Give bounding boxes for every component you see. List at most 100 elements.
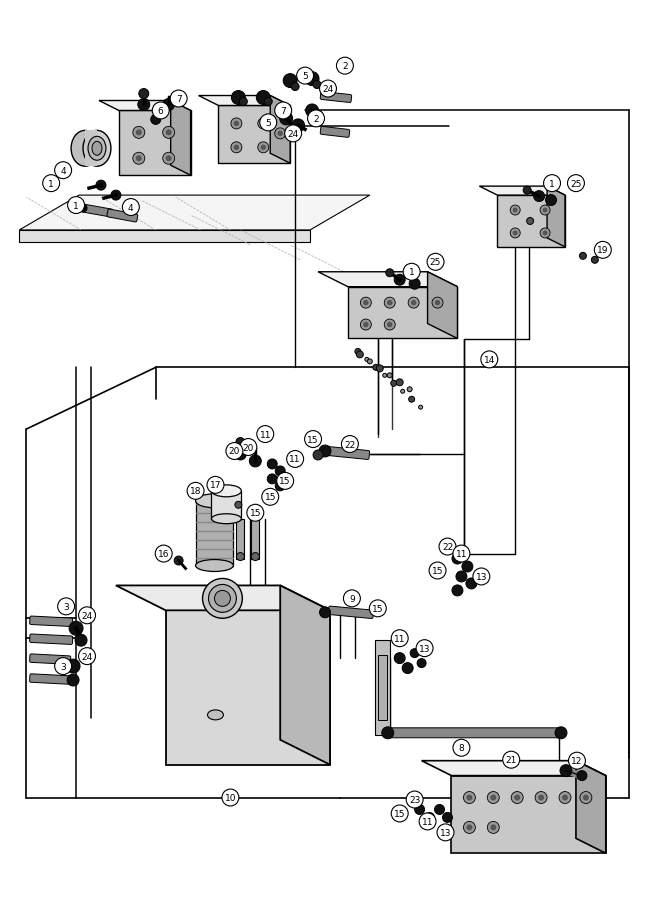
Circle shape xyxy=(408,298,419,309)
Circle shape xyxy=(54,163,71,180)
Circle shape xyxy=(456,572,467,582)
Text: 2: 2 xyxy=(313,115,319,124)
Circle shape xyxy=(434,805,445,815)
Circle shape xyxy=(261,145,266,151)
Circle shape xyxy=(166,156,172,162)
Circle shape xyxy=(360,320,371,330)
Circle shape xyxy=(367,359,372,365)
FancyBboxPatch shape xyxy=(328,607,373,619)
Circle shape xyxy=(226,443,243,460)
Circle shape xyxy=(58,598,75,615)
Circle shape xyxy=(305,72,319,87)
Circle shape xyxy=(313,81,321,89)
Circle shape xyxy=(513,209,517,213)
Circle shape xyxy=(534,191,544,202)
Circle shape xyxy=(166,130,172,136)
Circle shape xyxy=(580,792,592,804)
Circle shape xyxy=(560,765,572,777)
Circle shape xyxy=(365,358,369,362)
Circle shape xyxy=(473,568,490,585)
Circle shape xyxy=(278,132,283,137)
Text: 22: 22 xyxy=(345,440,356,449)
Circle shape xyxy=(487,792,499,804)
Circle shape xyxy=(594,242,611,259)
Text: 6: 6 xyxy=(158,107,164,116)
FancyBboxPatch shape xyxy=(29,634,73,645)
Polygon shape xyxy=(119,111,191,176)
Circle shape xyxy=(122,200,140,216)
Circle shape xyxy=(297,68,314,85)
Circle shape xyxy=(111,191,121,200)
FancyBboxPatch shape xyxy=(326,447,369,460)
Text: 10: 10 xyxy=(225,793,236,802)
Circle shape xyxy=(285,126,301,143)
Circle shape xyxy=(577,771,587,781)
Circle shape xyxy=(207,477,224,494)
Text: 24: 24 xyxy=(81,652,92,661)
Circle shape xyxy=(257,426,274,443)
Circle shape xyxy=(240,439,257,456)
Circle shape xyxy=(261,122,266,127)
Ellipse shape xyxy=(196,494,233,508)
Text: 5: 5 xyxy=(302,72,308,81)
Circle shape xyxy=(341,436,358,453)
Circle shape xyxy=(136,130,141,136)
Polygon shape xyxy=(479,187,565,196)
Ellipse shape xyxy=(196,560,233,572)
Circle shape xyxy=(305,431,322,448)
Circle shape xyxy=(376,366,383,372)
Circle shape xyxy=(79,205,87,213)
Ellipse shape xyxy=(212,485,241,498)
Polygon shape xyxy=(271,97,290,164)
Circle shape xyxy=(267,474,277,484)
Circle shape xyxy=(391,630,408,647)
Text: 24: 24 xyxy=(288,130,299,139)
Circle shape xyxy=(452,585,463,596)
Polygon shape xyxy=(219,107,290,164)
Ellipse shape xyxy=(212,514,241,524)
Text: 15: 15 xyxy=(280,477,291,486)
Circle shape xyxy=(275,481,285,491)
Text: 5: 5 xyxy=(265,119,271,127)
Circle shape xyxy=(236,553,244,561)
Polygon shape xyxy=(252,519,259,559)
Circle shape xyxy=(567,175,584,192)
Circle shape xyxy=(258,143,269,154)
Circle shape xyxy=(234,122,239,127)
Circle shape xyxy=(513,231,517,237)
Circle shape xyxy=(544,175,561,192)
Text: 11: 11 xyxy=(259,430,271,439)
Text: 25: 25 xyxy=(430,258,441,267)
Polygon shape xyxy=(116,586,330,610)
Text: 1: 1 xyxy=(73,201,79,210)
Polygon shape xyxy=(198,97,290,107)
Circle shape xyxy=(280,113,293,126)
Circle shape xyxy=(555,727,567,739)
Polygon shape xyxy=(451,776,606,853)
Circle shape xyxy=(306,105,318,117)
Text: 15: 15 xyxy=(250,508,261,517)
Circle shape xyxy=(363,322,369,328)
Circle shape xyxy=(138,99,150,111)
Circle shape xyxy=(283,75,297,88)
Circle shape xyxy=(291,83,299,91)
Text: 11: 11 xyxy=(394,634,405,643)
Circle shape xyxy=(356,351,364,358)
FancyBboxPatch shape xyxy=(388,728,561,738)
Circle shape xyxy=(562,795,568,801)
Polygon shape xyxy=(19,196,370,230)
Circle shape xyxy=(540,206,550,216)
Text: 20: 20 xyxy=(229,447,240,456)
Circle shape xyxy=(514,795,520,801)
Circle shape xyxy=(535,792,547,804)
Text: 16: 16 xyxy=(158,549,170,558)
Circle shape xyxy=(464,792,476,804)
Text: 9: 9 xyxy=(349,594,355,603)
Circle shape xyxy=(391,381,397,386)
Circle shape xyxy=(416,640,433,656)
Polygon shape xyxy=(166,610,330,765)
Text: 13: 13 xyxy=(440,828,451,837)
Circle shape xyxy=(319,445,331,458)
Circle shape xyxy=(487,822,499,833)
Circle shape xyxy=(235,502,242,508)
